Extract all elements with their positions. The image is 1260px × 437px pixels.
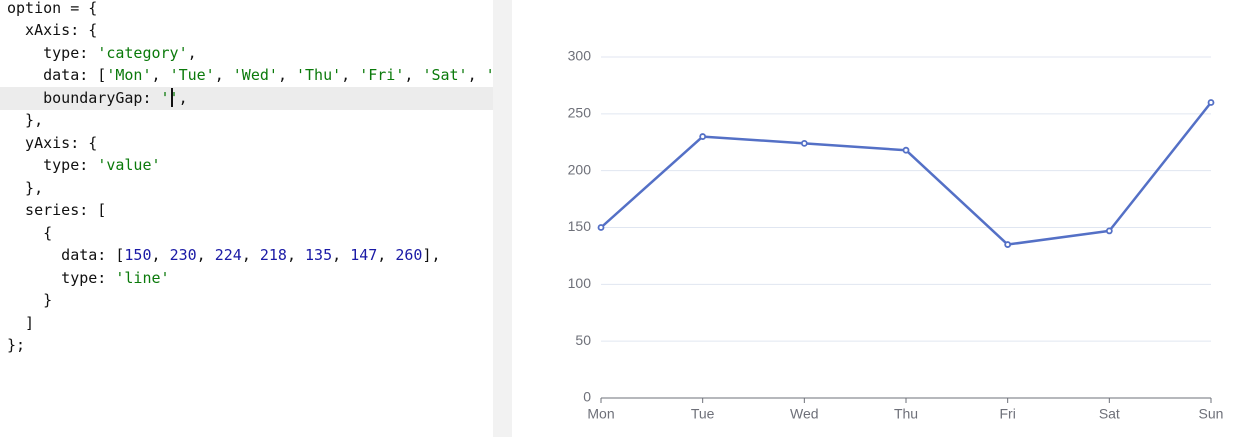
y-tick-label: 100 (568, 275, 592, 291)
code-token: 147 (350, 246, 378, 265)
code-token: , (467, 66, 486, 85)
code-line: } (7, 289, 52, 312)
code-token: 'Sat' (422, 66, 468, 85)
code-line: boundaryGap: '', (7, 87, 188, 110)
code-line: xAxis: { (7, 19, 97, 42)
code-token: } (7, 291, 53, 310)
code-token: , (377, 246, 396, 265)
x-tick-label: Sat (1099, 406, 1120, 422)
current-line (0, 86, 493, 110)
code-token: , (151, 246, 170, 265)
code-token: 260 (395, 246, 423, 265)
code-token: 224 (214, 246, 242, 265)
code-line: { (7, 222, 52, 245)
code-token: 'Tue' (169, 66, 215, 85)
chart: 0 50 100 150 200 250 300 Mon Tue Wed Thu Fri Sat Sun (568, 48, 1224, 422)
code-token: 'Wed' (232, 66, 278, 85)
x-tick-label: Thu (894, 406, 918, 422)
code-token: 'Thu' (296, 66, 342, 85)
code-line: }, (7, 177, 43, 200)
code-token: series: [ (7, 201, 107, 220)
code-token: ], (422, 246, 441, 265)
divider[interactable] (493, 0, 512, 437)
code-line: }; (7, 334, 25, 357)
code-token: { (7, 223, 53, 242)
point (902, 146, 910, 154)
code-line: type: 'category', (7, 42, 197, 65)
code-token: boundaryGap: (7, 88, 161, 107)
code-token: , (241, 246, 260, 265)
y-tick-label: 200 (568, 161, 592, 177)
text-cursor (171, 88, 173, 107)
y-tick-label: 0 (583, 389, 591, 405)
x-tick-label: Sun (1199, 406, 1224, 422)
code-editor[interactable]: option = { xAxis: { type: 'category', da… (0, 0, 493, 437)
code-line: }, (7, 109, 43, 132)
y-tick-label: 300 (568, 48, 592, 64)
code-token: xAxis: { (7, 21, 98, 40)
code-line: type: 'line' (7, 267, 170, 290)
code-token: }; (7, 336, 26, 355)
x-tick-label: Tue (691, 406, 715, 422)
code-token: 135 (305, 246, 333, 265)
point (1207, 99, 1215, 106)
code-token: 230 (169, 246, 197, 265)
code-token: , (404, 66, 423, 85)
code-line: yAxis: { (7, 132, 97, 155)
code-token: }, (7, 111, 44, 130)
code-token: , (214, 66, 233, 85)
code-token: 'category' (97, 43, 188, 62)
code-line: type: 'value' (7, 154, 161, 177)
x-tick-label: Wed (790, 406, 819, 422)
code-token: , (332, 246, 351, 265)
y-tick-label: 50 (575, 332, 591, 348)
code-token: 'Fri' (359, 66, 405, 85)
code-line: data: ['Mon', 'Tue', 'Wed', 'Thu', 'Fri'… (7, 64, 493, 87)
code-line: data: [150, 230, 224, 218, 135, 147, 260… (7, 244, 441, 267)
code-token: ] (7, 313, 35, 332)
point (1105, 227, 1113, 235)
code-line: series: [ (7, 199, 106, 222)
code-token: 150 (124, 246, 152, 265)
code-token: , (187, 43, 197, 62)
code-token: type: (7, 156, 98, 175)
code-token: , (277, 66, 296, 85)
code-token: type: (7, 43, 98, 62)
code-token: , (151, 66, 170, 85)
point (699, 133, 707, 140)
y-tick-label: 150 (568, 218, 592, 234)
code-token: , (286, 246, 306, 265)
code-token: yAxis: { (7, 133, 98, 152)
code-token: data: [ (7, 246, 125, 265)
code-token: '' (160, 88, 179, 107)
code-token: 'line' (115, 268, 170, 287)
code-token: data: [ (7, 66, 107, 85)
code-token: type: (7, 268, 116, 287)
code-token: ' (486, 66, 493, 84)
code-token: }, (7, 178, 44, 197)
line (600, 101, 1212, 246)
code-line: option = { (7, 0, 97, 19)
code-token: 'Mon' (106, 66, 152, 85)
code-token: , (178, 88, 188, 107)
code-token: 'value' (97, 156, 161, 175)
point (1004, 241, 1012, 248)
code-token: , (341, 66, 360, 85)
x-tick-label: Fri (1000, 406, 1016, 422)
code-token: 218 (259, 246, 287, 265)
code-line: ] (7, 312, 34, 335)
code-token: , (196, 246, 215, 265)
x-tick-label: Mon (587, 406, 614, 422)
y-tick-label: 250 (568, 105, 592, 121)
point (800, 139, 808, 147)
point (597, 224, 605, 231)
code-token: option = { (7, 0, 98, 17)
